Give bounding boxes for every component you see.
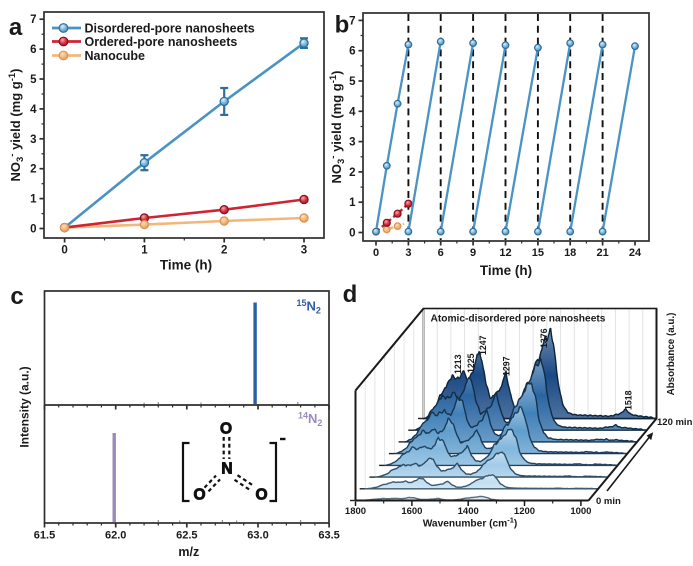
svg-text:7: 7 [349,15,355,27]
svg-text:0: 0 [349,228,355,240]
svg-text:1400: 1400 [458,506,479,517]
svg-text:1: 1 [30,194,37,206]
svg-text:O: O [193,487,205,504]
svg-text:d: d [343,281,358,308]
svg-text:0: 0 [61,245,67,257]
svg-text:Time (h): Time (h) [480,263,532,278]
svg-text:63.5: 63.5 [318,530,339,542]
svg-text:4: 4 [30,104,37,116]
svg-text:24: 24 [629,247,642,259]
svg-text:6: 6 [438,247,444,259]
svg-text:0 min: 0 min [596,496,621,507]
svg-text:1: 1 [141,245,148,257]
svg-text:3: 3 [349,137,355,149]
svg-text:2: 2 [221,245,227,257]
svg-text:Atomic-disordered pore nanoshe: Atomic-disordered pore nanosheets [431,314,606,325]
svg-text:62.5: 62.5 [176,530,197,542]
svg-text:1800: 1800 [345,506,366,517]
svg-text:0: 0 [30,224,36,236]
svg-text:Ordered-pore nanosheets: Ordered-pore nanosheets [85,35,238,49]
svg-text:O: O [255,487,267,504]
svg-text:m/z: m/z [178,545,199,559]
svg-text:15: 15 [532,247,544,259]
svg-text:9: 9 [470,247,476,259]
svg-text:1000: 1000 [570,506,591,517]
svg-text:1225: 1225 [466,353,476,373]
svg-text:6: 6 [30,44,36,56]
svg-text:5: 5 [349,76,356,88]
svg-text:1376: 1376 [539,328,549,348]
svg-text:c: c [10,283,23,310]
svg-text:Nanocube: Nanocube [85,49,145,63]
svg-text:3: 3 [30,134,36,146]
svg-text:1297: 1297 [502,356,512,376]
svg-text:14N2: 14N2 [298,411,322,429]
svg-text:21: 21 [596,247,608,259]
svg-text:6: 6 [349,46,355,58]
svg-text:1600: 1600 [401,506,422,517]
svg-text:1200: 1200 [514,506,535,517]
svg-text:62.0: 62.0 [105,530,126,542]
svg-text:Time (h): Time (h) [160,258,212,273]
svg-text:1: 1 [349,197,356,209]
svg-text:12: 12 [499,247,511,259]
svg-text:N: N [221,461,232,478]
svg-text:1247: 1247 [478,335,488,355]
svg-text:NO3- yield (mg g-1): NO3- yield (mg g-1) [328,71,347,184]
svg-text:15N2: 15N2 [297,298,321,316]
svg-text:a: a [9,14,23,41]
svg-text:61.5: 61.5 [34,530,55,542]
svg-text:18: 18 [564,247,576,259]
svg-text:NO3- yield (mg g-1): NO3- yield (mg g-1) [7,69,26,182]
svg-text:7: 7 [30,14,36,26]
svg-text:5: 5 [30,74,37,86]
svg-text:0: 0 [373,247,379,259]
svg-text:Wavenumber (cm-1): Wavenumber (cm-1) [423,516,518,530]
svg-text:3: 3 [301,245,307,257]
svg-text:2: 2 [349,167,355,179]
svg-text:2: 2 [30,164,36,176]
svg-text:b: b [335,12,350,39]
svg-text:3: 3 [405,247,411,259]
svg-text:4: 4 [349,106,356,118]
svg-text:Intensity (a.u.): Intensity (a.u.) [18,366,32,447]
svg-text:63.0: 63.0 [247,530,268,542]
svg-text:1518: 1518 [624,390,634,410]
svg-text:Disordered-pore nanosheets: Disordered-pore nanosheets [85,22,255,36]
svg-text:Absorbance (a.u.): Absorbance (a.u.) [666,313,677,396]
svg-text:1213: 1213 [453,354,463,374]
svg-text:120 min: 120 min [657,417,693,428]
svg-text:O: O [220,421,232,438]
